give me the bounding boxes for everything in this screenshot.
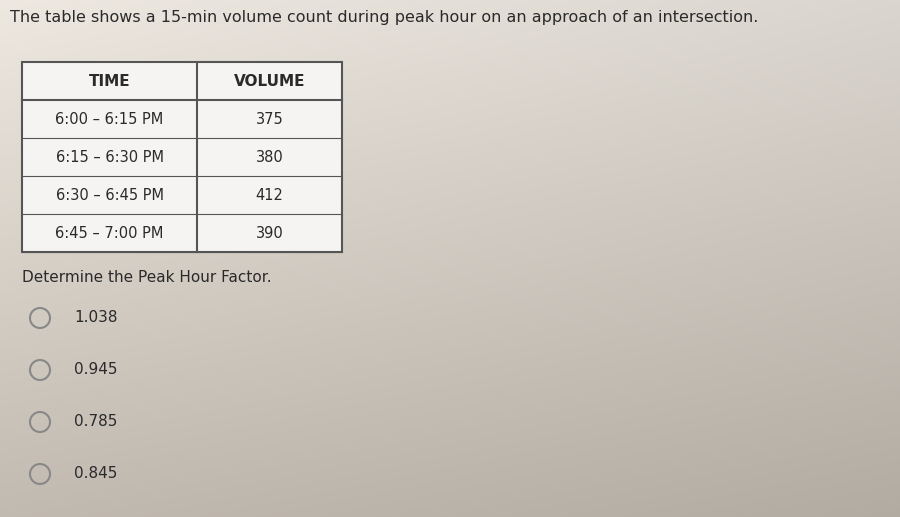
- Bar: [22, 62, 342, 252]
- Text: 0.945: 0.945: [74, 362, 118, 377]
- Text: 6:00 – 6:15 PM: 6:00 – 6:15 PM: [56, 112, 164, 127]
- Text: 390: 390: [256, 225, 284, 240]
- Text: 6:30 – 6:45 PM: 6:30 – 6:45 PM: [56, 188, 164, 203]
- Text: The table shows a 15-min volume count during peak hour on an approach of an inte: The table shows a 15-min volume count du…: [10, 10, 759, 25]
- Text: TIME: TIME: [89, 73, 130, 88]
- Text: 0.845: 0.845: [74, 466, 117, 481]
- Text: 412: 412: [256, 188, 284, 203]
- Text: 6:15 – 6:30 PM: 6:15 – 6:30 PM: [56, 149, 164, 164]
- Text: 380: 380: [256, 149, 284, 164]
- Text: 6:45 – 7:00 PM: 6:45 – 7:00 PM: [55, 225, 164, 240]
- Text: VOLUME: VOLUME: [234, 73, 305, 88]
- Text: Determine the Peak Hour Factor.: Determine the Peak Hour Factor.: [22, 270, 272, 285]
- Text: 0.785: 0.785: [74, 415, 117, 430]
- Text: 375: 375: [256, 112, 284, 127]
- Text: 1.038: 1.038: [74, 311, 118, 326]
